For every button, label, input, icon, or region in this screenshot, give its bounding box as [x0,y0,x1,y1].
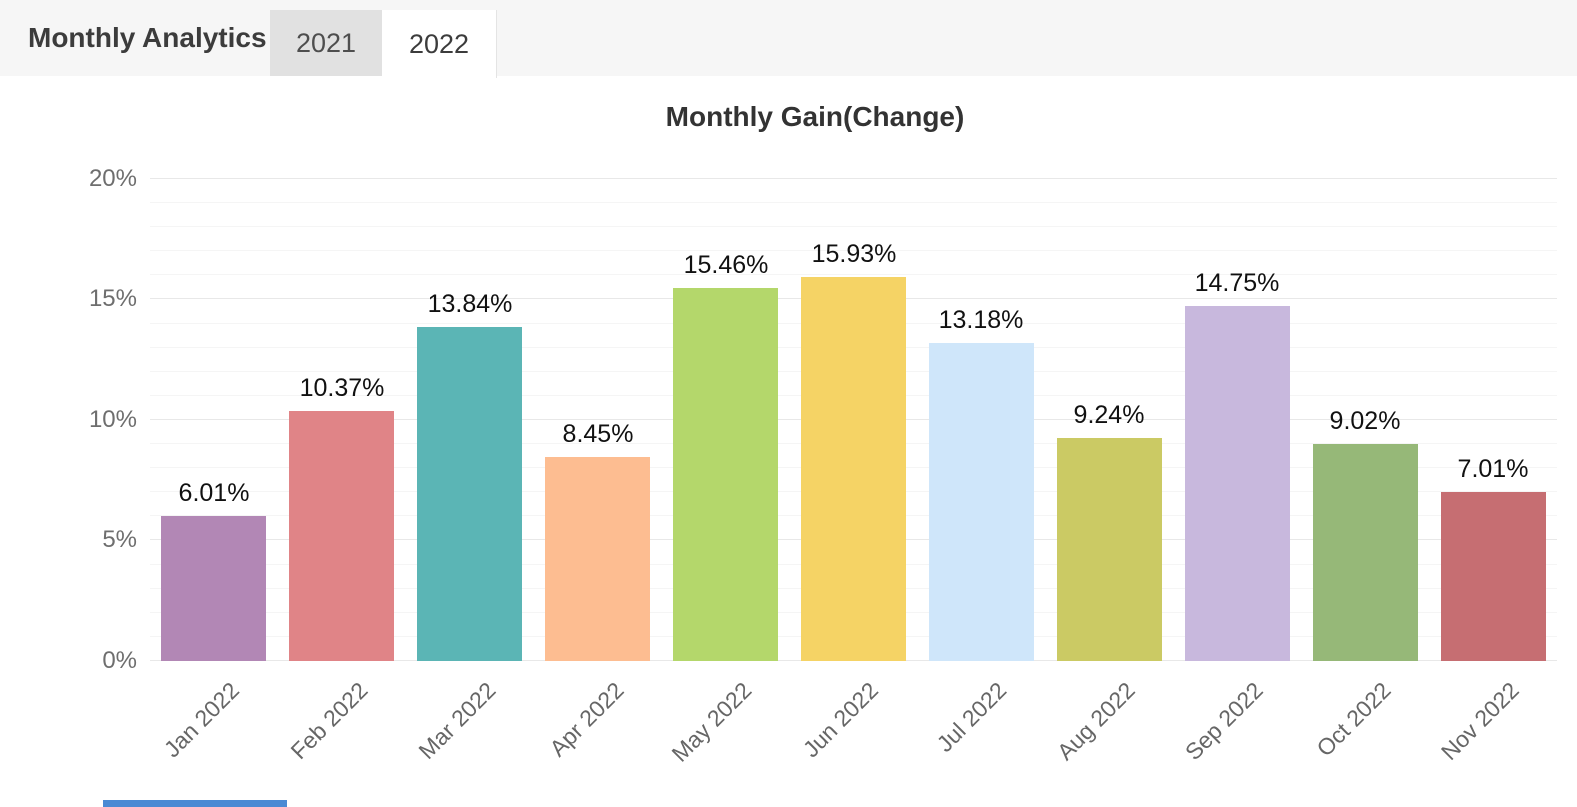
x-axis-tick-label: Sep 2022 [1179,677,1268,766]
page-title: Monthly Analytics [28,22,267,53]
gridline-minor [150,250,1557,251]
header: Monthly Analytics 2021 2022 [0,0,1577,78]
bar-jun-2022[interactable] [801,277,906,661]
bar-nov-2022[interactable] [1441,492,1546,661]
bar-feb-2022[interactable] [289,411,394,661]
gridline-minor [150,226,1557,227]
x-axis-tick-label: Jan 2022 [159,677,245,763]
tab-2022[interactable]: 2022 [382,10,497,78]
gridline-minor [150,202,1557,203]
partial-bar-bottom [103,800,287,807]
bar-value-label: 9.24% [1073,401,1145,429]
x-axis-tick-label: May 2022 [666,677,757,767]
x-axis-tick-label: Aug 2022 [1051,677,1140,766]
bar-aug-2022[interactable] [1057,438,1162,661]
bar-sep-2022[interactable] [1185,306,1290,661]
x-axis-tick-label: Jun 2022 [798,677,884,763]
x-axis-tick-label: Nov 2022 [1435,677,1524,766]
bar-value-label: 10.37% [299,374,385,402]
gridline-major [150,178,1557,179]
bar-value-label: 7.01% [1457,455,1529,483]
bar-value-label: 13.18% [938,306,1024,334]
chart-title: Monthly Gain(Change) [665,101,965,132]
bar-value-label: 15.46% [683,251,769,279]
gridline-minor [150,274,1557,275]
bar-value-label: 13.84% [427,290,513,318]
x-axis-tick-label: Apr 2022 [543,677,629,762]
bar-value-label: 15.93% [811,240,897,268]
y-axis-tick-label: 15% [88,285,137,312]
bar-value-label: 9.02% [1329,407,1401,435]
y-axis: 0% 5% 10% 15% 20% [0,165,137,674]
bar-jul-2022[interactable] [929,343,1034,661]
plot-area: 6.01% Jan 2022 10.37% Feb 2022 13.84% Mar 202… [150,178,1557,767]
x-axis-tick-label: Jul 2022 [931,677,1012,757]
bar-may-2022[interactable] [673,288,778,661]
y-axis-tick-label: 0% [102,647,137,674]
x-axis-tick-label: Mar 2022 [413,677,501,765]
y-axis-tick-label: 20% [88,165,137,192]
bar-value-label: 14.75% [1194,269,1280,297]
bar-jan-2022[interactable] [161,516,266,661]
bar-value-label: 8.45% [562,420,634,448]
bar-value-label: 6.01% [178,479,250,507]
bar-oct-2022[interactable] [1313,444,1418,661]
x-axis-tick-label: Feb 2022 [285,677,373,765]
bar-mar-2022[interactable] [417,327,522,661]
bar-apr-2022[interactable] [545,457,650,661]
x-axis-tick-label: Oct 2022 [1310,677,1396,762]
tab-2021[interactable]: 2021 [270,10,382,76]
y-axis-tick-label: 5% [102,526,137,553]
y-axis-tick-label: 10% [88,406,137,433]
